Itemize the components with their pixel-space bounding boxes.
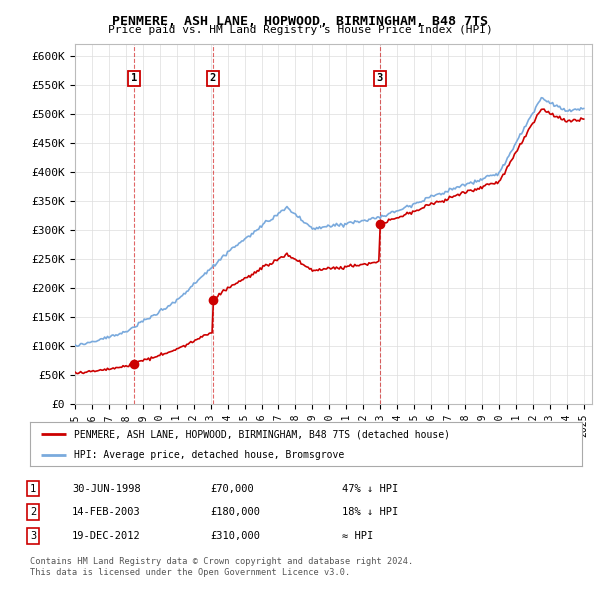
Text: 2: 2 [209, 73, 216, 83]
Text: 3: 3 [377, 73, 383, 83]
Text: ≈ HPI: ≈ HPI [342, 531, 373, 540]
Text: 1: 1 [30, 484, 36, 493]
Text: 1: 1 [131, 73, 137, 83]
Text: 2: 2 [30, 507, 36, 517]
Text: 3: 3 [30, 531, 36, 540]
Text: £310,000: £310,000 [210, 531, 260, 540]
Text: Price paid vs. HM Land Registry's House Price Index (HPI): Price paid vs. HM Land Registry's House … [107, 25, 493, 35]
Text: £70,000: £70,000 [210, 484, 254, 493]
Text: 14-FEB-2003: 14-FEB-2003 [72, 507, 141, 517]
Text: This data is licensed under the Open Government Licence v3.0.: This data is licensed under the Open Gov… [30, 568, 350, 577]
Text: 47% ↓ HPI: 47% ↓ HPI [342, 484, 398, 493]
Text: 30-JUN-1998: 30-JUN-1998 [72, 484, 141, 493]
Text: HPI: Average price, detached house, Bromsgrove: HPI: Average price, detached house, Brom… [74, 450, 344, 460]
Text: 19-DEC-2012: 19-DEC-2012 [72, 531, 141, 540]
Text: PENMERE, ASH LANE, HOPWOOD, BIRMINGHAM, B48 7TS (detached house): PENMERE, ASH LANE, HOPWOOD, BIRMINGHAM, … [74, 430, 450, 439]
Text: £180,000: £180,000 [210, 507, 260, 517]
Text: 18% ↓ HPI: 18% ↓ HPI [342, 507, 398, 517]
Text: PENMERE, ASH LANE, HOPWOOD, BIRMINGHAM, B48 7TS: PENMERE, ASH LANE, HOPWOOD, BIRMINGHAM, … [112, 15, 488, 28]
Text: Contains HM Land Registry data © Crown copyright and database right 2024.: Contains HM Land Registry data © Crown c… [30, 558, 413, 566]
